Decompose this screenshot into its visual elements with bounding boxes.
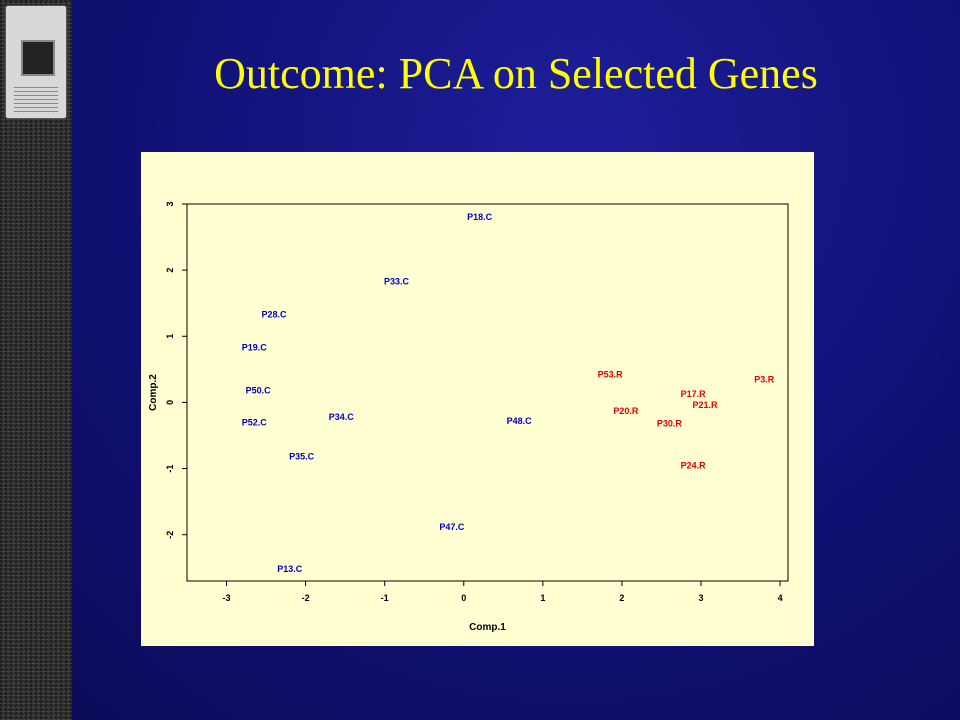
y-tick-label: 3 <box>165 201 175 206</box>
data-point-label: P24.R <box>681 460 707 470</box>
y-axis-label: Comp.2 <box>148 374 159 411</box>
x-tick-label: 0 <box>461 593 466 603</box>
x-tick-label: 4 <box>778 593 783 603</box>
data-point-label: P17.R <box>681 389 707 399</box>
data-point-label: P13.C <box>277 564 303 574</box>
slide-logo-window <box>21 40 55 76</box>
data-point-label: P53.R <box>598 370 624 380</box>
slide-logo-lines <box>14 84 58 112</box>
slide-logo-icon <box>5 5 67 119</box>
data-point-label: P30.R <box>657 419 683 429</box>
data-point-label: P34.C <box>329 412 355 422</box>
left-decorative-strip <box>0 0 72 720</box>
data-point-label: P21.R <box>692 400 718 410</box>
x-axis-label: Comp.1 <box>469 622 506 633</box>
y-tick-label: 0 <box>165 400 175 405</box>
y-tick-label: -2 <box>165 531 175 539</box>
data-point-label: P47.C <box>439 522 465 532</box>
slide-title: Outcome: PCA on Selected Genes <box>214 49 818 98</box>
data-point-label: P28.C <box>261 309 287 319</box>
x-tick-label: 1 <box>540 593 545 603</box>
plot-border <box>186 203 789 582</box>
y-tick-label: 2 <box>165 268 175 273</box>
data-point-label: P19.C <box>242 343 268 353</box>
x-tick-label: -2 <box>302 593 310 603</box>
data-point-label: P3.R <box>754 374 775 384</box>
data-point-label: P48.C <box>507 416 533 426</box>
data-point-label: P33.C <box>384 276 410 286</box>
x-tick-label: 2 <box>619 593 624 603</box>
pca-scatter-plot: -3 -2 -1 0 1 2 3 4 -2 -1 0 1 2 3 Comp.1 Comp.2 P18.C P33.… <box>148 201 789 633</box>
x-tick-label: 3 <box>699 593 704 603</box>
pca-plot-panel: -3 -2 -1 0 1 2 3 4 -2 -1 0 1 2 3 Comp.1 Comp.2 P18.C P33.… <box>141 152 814 646</box>
data-point-label: P50.C <box>246 386 272 396</box>
data-point-label: P52.C <box>242 417 268 427</box>
x-tick-label: -1 <box>381 593 389 603</box>
y-tick-label: -1 <box>165 465 175 473</box>
x-tick-label: -3 <box>223 593 231 603</box>
data-point-label: P20.R <box>613 406 639 416</box>
y-tick-label: 1 <box>165 334 175 339</box>
data-point-label: P35.C <box>289 452 315 462</box>
data-point-label: P18.C <box>467 212 493 222</box>
